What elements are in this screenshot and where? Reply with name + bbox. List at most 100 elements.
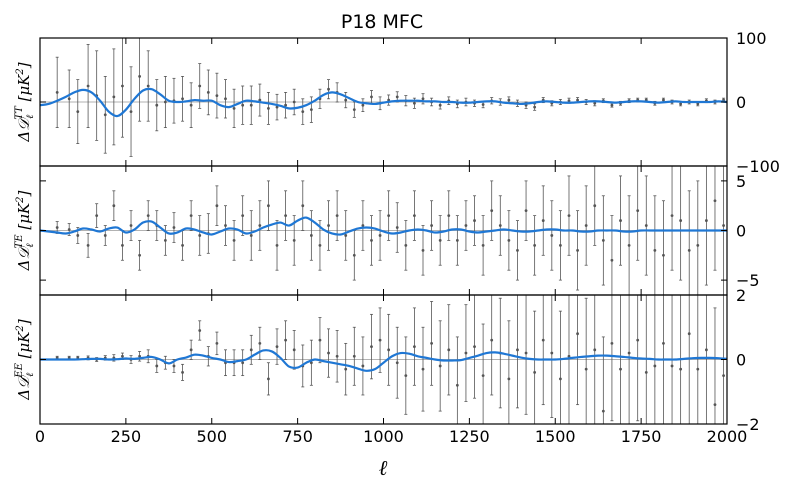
data-point [584, 367, 588, 371]
data-point [121, 84, 124, 88]
data-point [267, 107, 270, 110]
data-point [361, 103, 365, 107]
data-point [309, 108, 313, 112]
panel-3: 2 0 −2 Δ𝒟ℓEE [μK2] [14, 286, 760, 434]
data-point [447, 214, 451, 218]
data-point [361, 224, 365, 227]
data-point [670, 364, 674, 368]
data-point [404, 374, 408, 378]
data-point [387, 348, 391, 352]
data-point [421, 97, 425, 101]
data-point [155, 103, 159, 107]
data-point [163, 100, 167, 104]
data-point [86, 243, 90, 247]
data-point [198, 234, 202, 237]
y-tick-label: −2 [736, 415, 760, 434]
data-point [473, 345, 476, 348]
data-point [490, 338, 494, 342]
data-point [198, 329, 202, 332]
x-tick-label: 750 [282, 427, 313, 446]
data-point [370, 345, 373, 348]
data-point [121, 243, 124, 247]
data-point [189, 103, 193, 107]
data-point [361, 364, 365, 368]
data-point [241, 103, 245, 107]
x-tick-label: 500 [196, 427, 227, 446]
data-point [610, 258, 614, 262]
data-point [292, 239, 296, 242]
data-point [619, 367, 622, 371]
data-point [370, 239, 373, 242]
data-point [284, 214, 288, 218]
data-point [206, 91, 210, 94]
data-point [541, 219, 545, 222]
data-point [327, 351, 330, 355]
data-point [584, 224, 588, 227]
data-point [559, 243, 562, 247]
data-point [241, 214, 245, 218]
data-point [464, 351, 468, 355]
data-point [447, 348, 451, 352]
y-axis-label: Δ𝒟ℓEE [μK2] [14, 319, 36, 401]
data-point [138, 253, 142, 257]
y-tick-label: −100 [736, 157, 780, 176]
panel-plot-area [40, 166, 727, 295]
data-point [636, 209, 640, 213]
data-point [507, 239, 511, 242]
data-point [722, 224, 725, 227]
x-tick-label: 0 [35, 427, 45, 446]
data-point [704, 219, 708, 222]
data-point [138, 354, 142, 358]
y-tick-label: −5 [736, 271, 760, 290]
data-point [593, 204, 597, 208]
data-point [181, 371, 184, 374]
data-point [670, 214, 674, 218]
data-point [713, 199, 717, 203]
data-point [395, 226, 399, 229]
data-point [481, 103, 485, 106]
data-point [438, 239, 442, 242]
data-point [224, 97, 227, 101]
data-point [129, 224, 133, 227]
data-point [181, 243, 184, 247]
data-point [550, 351, 554, 355]
data-point [284, 338, 288, 342]
data-point [644, 224, 648, 227]
x-tick-label: 2000 [707, 427, 748, 446]
panel-2: 5 0 −5 Δ𝒟ℓTE [μK2] [14, 165, 760, 296]
data-point [172, 226, 176, 229]
data-point [249, 348, 253, 352]
data-point [567, 99, 571, 103]
x-tick-label: 1000 [363, 427, 404, 446]
y-tick-label: 0 [736, 222, 746, 241]
data-point [421, 367, 425, 371]
data-point [292, 348, 296, 352]
data-point [662, 253, 665, 257]
data-point [413, 101, 416, 105]
data-point [189, 214, 193, 218]
data-point [430, 341, 433, 345]
data-point [533, 243, 537, 247]
data-point [610, 341, 614, 345]
data-point [498, 224, 502, 227]
data-point [121, 354, 124, 358]
data-point [163, 239, 167, 242]
data-point [378, 338, 382, 342]
data-point [430, 224, 433, 227]
y-tick-label: 5 [736, 172, 746, 191]
data-point [232, 239, 236, 242]
data-point [318, 243, 322, 247]
data-point [653, 364, 657, 368]
data-point [524, 209, 528, 213]
data-point [129, 110, 133, 113]
data-point [395, 95, 399, 99]
y-tick-label: 0 [736, 93, 746, 112]
x-tick-label: 1250 [449, 427, 490, 446]
data-point [301, 110, 305, 113]
data-point [413, 214, 416, 218]
model-curve [40, 216, 727, 236]
data-point [335, 214, 339, 218]
panels-group: 100 0 −100 Δ𝒟ℓTT [μK2] 5 0 −5 Δ𝒟ℓTE [μK2] 2 0 −2 Δ𝒟… [14, 29, 780, 434]
data-point [189, 348, 193, 352]
